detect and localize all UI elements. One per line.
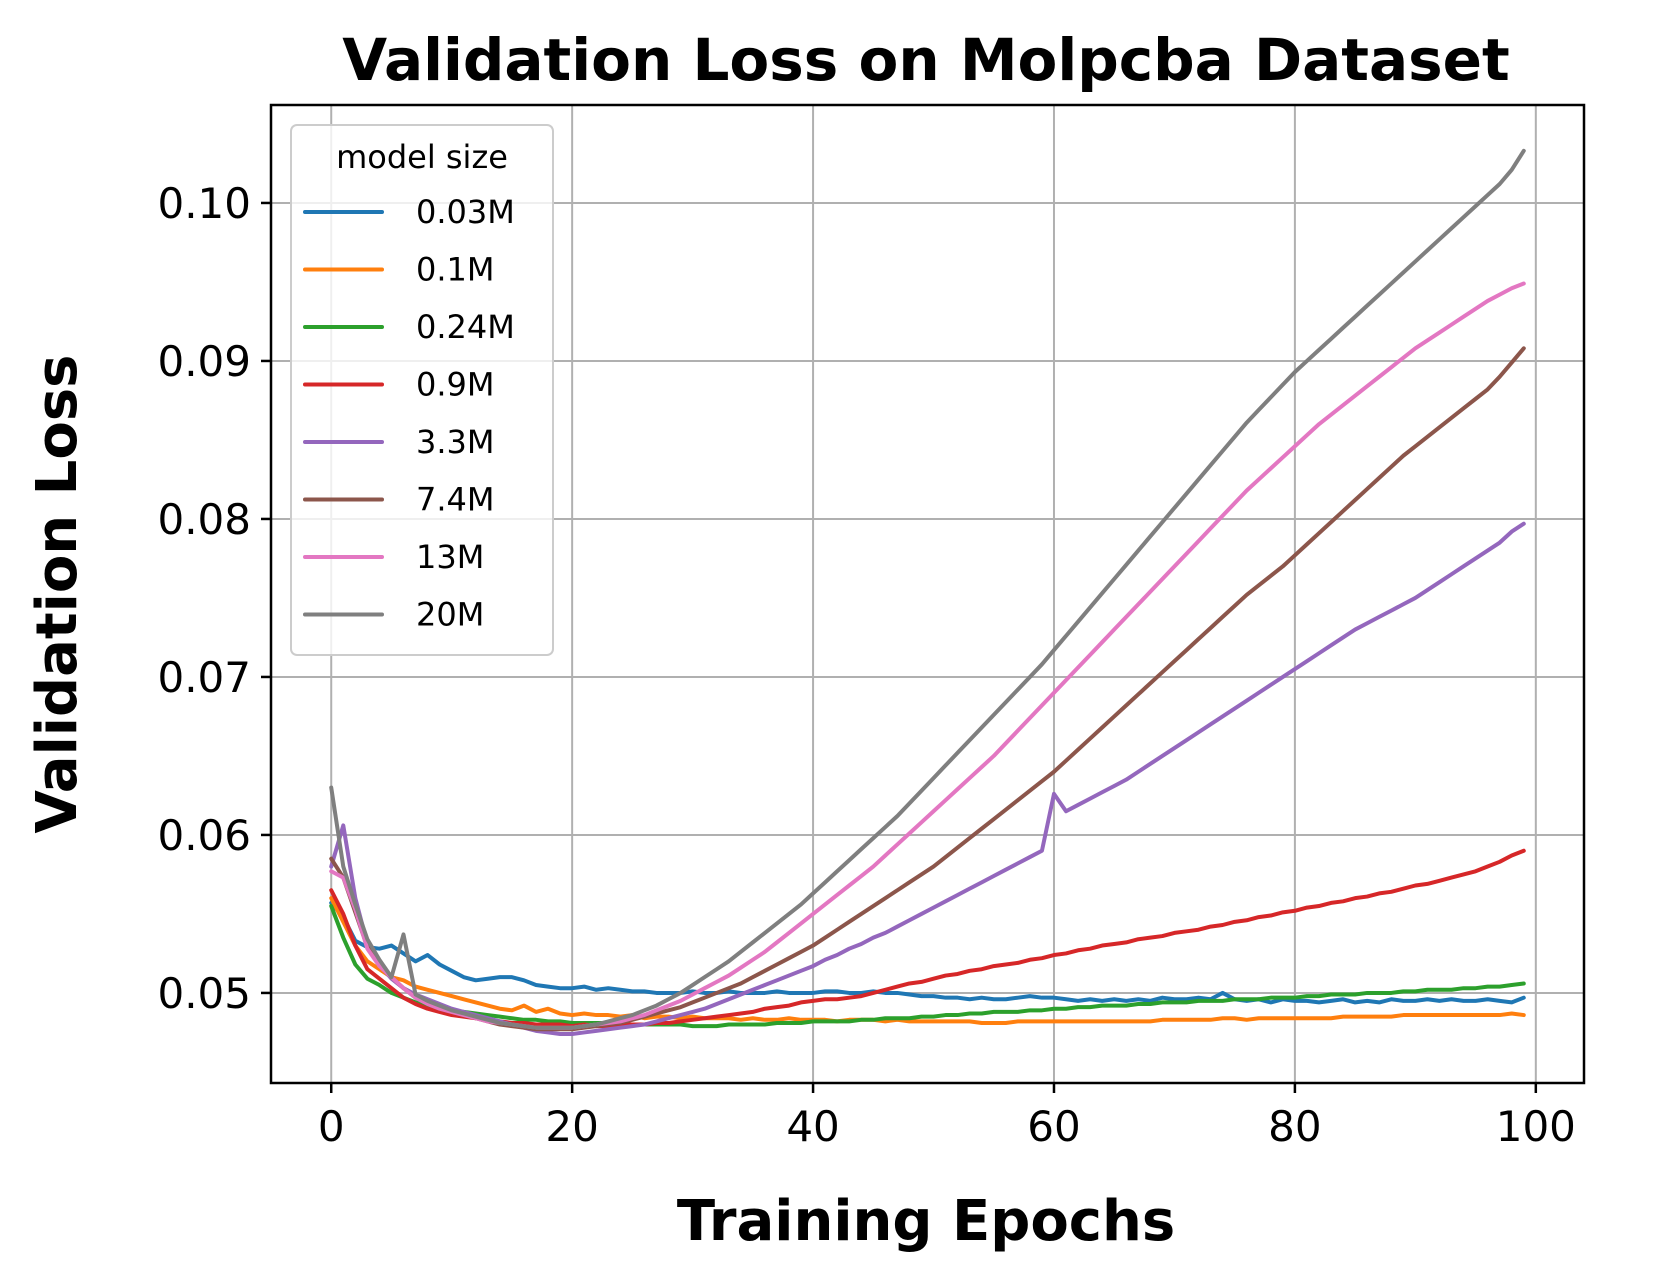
chart-title: Validation Loss on Molpcba Dataset bbox=[342, 26, 1510, 94]
x-axis-label: Training Epochs bbox=[677, 1189, 1175, 1254]
series-line-0.03M bbox=[329, 900, 1526, 1005]
series-line-20M bbox=[329, 148, 1526, 1030]
x-tick-label: 60 bbox=[1027, 1102, 1080, 1151]
legend-label: 0.1M bbox=[416, 251, 495, 289]
legend: model size 0.03M 0.1M 0.24M 0.9M 3.3M 7.4M 13M… bbox=[290, 124, 554, 656]
y-axis-label: Validation Loss bbox=[25, 355, 90, 834]
y-tick-label: 0.06 bbox=[157, 811, 251, 860]
y-tick-label: 0.08 bbox=[157, 495, 251, 544]
plot-frame bbox=[269, 103, 1586, 1085]
series-line-0.24M bbox=[329, 904, 1526, 1029]
grid bbox=[271, 105, 1584, 1083]
legend-box bbox=[290, 124, 554, 656]
legend-label: 20M bbox=[416, 596, 484, 634]
x-tick-label: 80 bbox=[1268, 1102, 1321, 1151]
legend-title: model size bbox=[336, 138, 508, 176]
legend-label: 0.24M bbox=[416, 308, 515, 346]
legend-label: 0.03M bbox=[416, 193, 515, 231]
x-tick-label: 100 bbox=[1496, 1102, 1576, 1151]
series-line-0.1M bbox=[329, 896, 1526, 1025]
y-tick-label: 0.10 bbox=[157, 179, 251, 228]
legend-label: 0.9M bbox=[416, 366, 495, 404]
axis-ticks: 0 20 40 60 80 100 0.05 0.06 0.07 0.08 0.09 0.10 bbox=[157, 179, 1575, 1151]
legend-label: 3.3M bbox=[416, 423, 495, 461]
series-group bbox=[329, 148, 1526, 1037]
x-tick-label: 40 bbox=[786, 1102, 839, 1151]
y-tick-label: 0.09 bbox=[157, 337, 251, 386]
y-tick-label: 0.07 bbox=[157, 653, 251, 702]
y-tick-label: 0.05 bbox=[157, 969, 251, 1018]
series-line-0.9M bbox=[329, 848, 1526, 1029]
x-tick-label: 0 bbox=[318, 1102, 345, 1151]
legend-entries: 0.03M 0.1M 0.24M 0.9M 3.3M 7.4M 13M 20M bbox=[303, 193, 515, 634]
x-tick-label: 20 bbox=[545, 1102, 598, 1151]
legend-label: 13M bbox=[416, 538, 484, 576]
legend-label: 7.4M bbox=[416, 481, 495, 519]
